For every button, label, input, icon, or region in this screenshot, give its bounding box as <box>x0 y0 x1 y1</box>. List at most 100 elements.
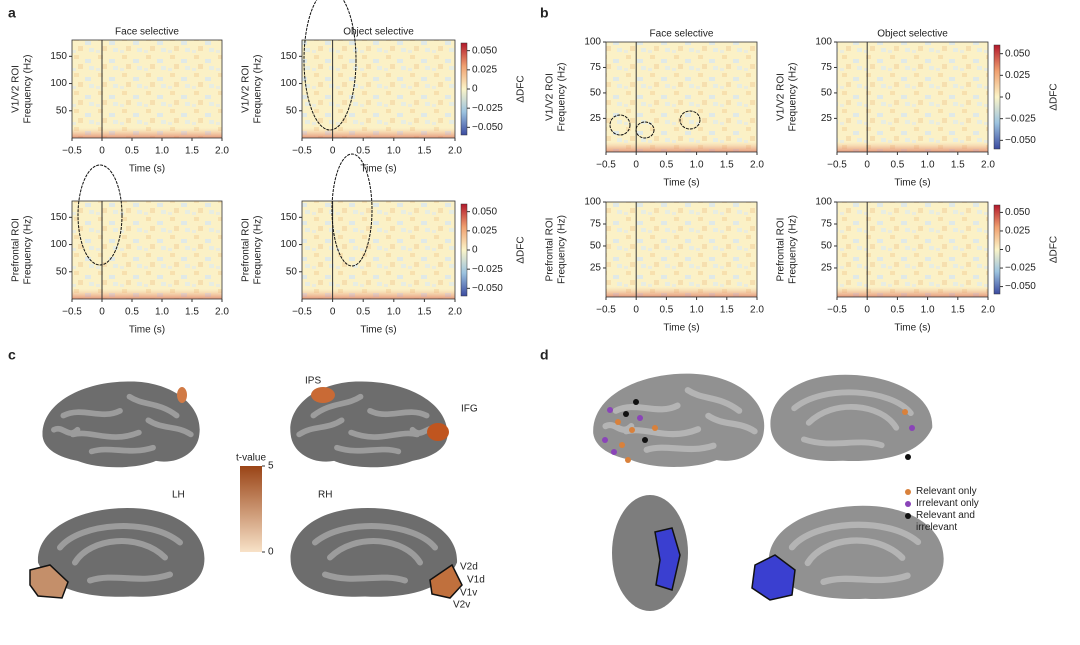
y-tick-label: 150 <box>280 212 297 223</box>
x-tick-label: 0.5 <box>890 305 904 316</box>
decoration <box>902 409 908 415</box>
plot-frame <box>836 201 989 298</box>
legend-entry: Irrelevant only <box>905 498 1015 510</box>
decoration <box>654 527 681 591</box>
x-tick-label: −0.5 <box>62 146 82 157</box>
colorbar-tick-label: 0.050 <box>472 45 497 56</box>
y-tick-label: 75 <box>821 62 833 73</box>
x-axis-label: Time (s) <box>360 325 396 336</box>
panel-label: c <box>8 347 16 363</box>
y-axis-label: Frequency (Hz) <box>23 55 34 124</box>
x-tick-label: −0.5 <box>596 305 616 316</box>
decoration <box>311 387 335 403</box>
colorbar-tick-label: −0.025 <box>472 264 503 275</box>
y-axis-label: Frequency (Hz) <box>253 216 264 285</box>
colorbar-tick-label: 0.050 <box>1005 207 1030 218</box>
colorbar-tick-label: 0.025 <box>1005 70 1030 81</box>
decoration <box>611 449 617 455</box>
x-tick-label: 1.0 <box>690 305 704 316</box>
y-tick-label: 100 <box>584 197 601 208</box>
heatmap-field <box>837 42 988 152</box>
legend-swatch <box>905 489 911 495</box>
area-label: V2d <box>460 562 478 573</box>
y-tick-label: 150 <box>280 51 297 62</box>
hemisphere-label: RH <box>318 490 332 501</box>
x-tick-label: 2.0 <box>215 146 229 157</box>
plot-frame <box>71 39 223 139</box>
y-axis-label: Prefrontal ROI <box>545 218 556 282</box>
plot-frame <box>605 41 758 153</box>
y-tick-label: 50 <box>821 88 833 99</box>
decoration <box>629 427 635 433</box>
colorbar-label: ΔDFC <box>516 75 527 102</box>
area-label: V1v <box>460 588 477 599</box>
x-tick-label: 1.0 <box>155 146 169 157</box>
y-tick-label: 150 <box>50 212 67 223</box>
heatmap-field <box>72 201 222 299</box>
colorbar-tick-label: 5 <box>268 461 274 472</box>
y-tick-label: 50 <box>286 105 298 116</box>
y-tick-label: 100 <box>584 37 601 48</box>
plot-frame <box>301 39 456 139</box>
colorbar-tick-label: −0.025 <box>1005 113 1036 124</box>
contour <box>303 0 357 131</box>
heatmap-field <box>72 40 222 138</box>
contour <box>609 114 631 136</box>
decoration <box>652 425 658 431</box>
y-tick-label: 75 <box>590 62 602 73</box>
panel-label: b <box>540 5 549 21</box>
y-axis-label: Frequency (Hz) <box>788 63 799 132</box>
heatmap-field <box>302 201 455 299</box>
colorbar-label: ΔDFC <box>1049 83 1060 110</box>
contour <box>679 110 701 130</box>
y-axis-label: V1/V2 ROI <box>776 73 787 121</box>
legend-entry: Relevant only <box>905 486 1015 498</box>
brain-electrodes <box>593 374 944 611</box>
x-tick-label: −0.5 <box>62 307 82 318</box>
decoration <box>42 381 199 467</box>
colorbar <box>460 203 468 297</box>
heatmap-field <box>606 202 757 297</box>
x-tick-label: 1.0 <box>155 307 169 318</box>
y-tick-label: 150 <box>50 51 67 62</box>
decoration <box>619 442 625 448</box>
x-tick-label: 1.5 <box>185 307 199 318</box>
heatmap-band <box>72 289 222 299</box>
y-axis-label: Frequency (Hz) <box>23 216 34 285</box>
y-tick-label: 100 <box>280 239 297 250</box>
x-tick-label: 0 <box>99 307 105 318</box>
x-tick-label: 2.0 <box>448 307 462 318</box>
x-tick-label: 0 <box>864 160 870 171</box>
colorbar-tick-label: 0 <box>268 547 274 558</box>
x-tick-label: 1.0 <box>921 305 935 316</box>
plot-frame <box>301 200 456 300</box>
contour <box>331 153 373 267</box>
legend-label: Relevant and irrelevant <box>916 510 975 533</box>
decoration <box>909 425 915 431</box>
y-axis-label: Prefrontal ROI <box>776 218 787 282</box>
x-tick-label: −0.5 <box>292 307 312 318</box>
colorbar <box>993 204 1001 295</box>
decoration <box>427 423 449 441</box>
x-tick-label: 0 <box>633 305 639 316</box>
x-tick-label: 1.5 <box>417 307 431 318</box>
x-tick-label: 0.5 <box>659 305 673 316</box>
area-label: V2v <box>453 600 470 611</box>
x-tick-label: −0.5 <box>292 146 312 157</box>
decoration <box>177 387 187 403</box>
y-tick-label: 100 <box>50 78 67 89</box>
y-axis-label: Frequency (Hz) <box>557 215 568 284</box>
x-tick-label: 0.5 <box>125 146 139 157</box>
y-axis-label: V1/V2 ROI <box>545 73 556 121</box>
decoration <box>623 411 629 417</box>
legend-swatch <box>905 501 911 507</box>
y-tick-label: 25 <box>590 263 602 274</box>
region-label: IFG <box>461 404 478 415</box>
x-tick-label: 1.0 <box>921 160 935 171</box>
x-tick-label: 0.5 <box>659 160 673 171</box>
x-tick-label: 0.5 <box>890 160 904 171</box>
heatmap-band <box>72 128 222 138</box>
decoration <box>642 437 648 443</box>
x-axis-label: Time (s) <box>129 164 165 175</box>
